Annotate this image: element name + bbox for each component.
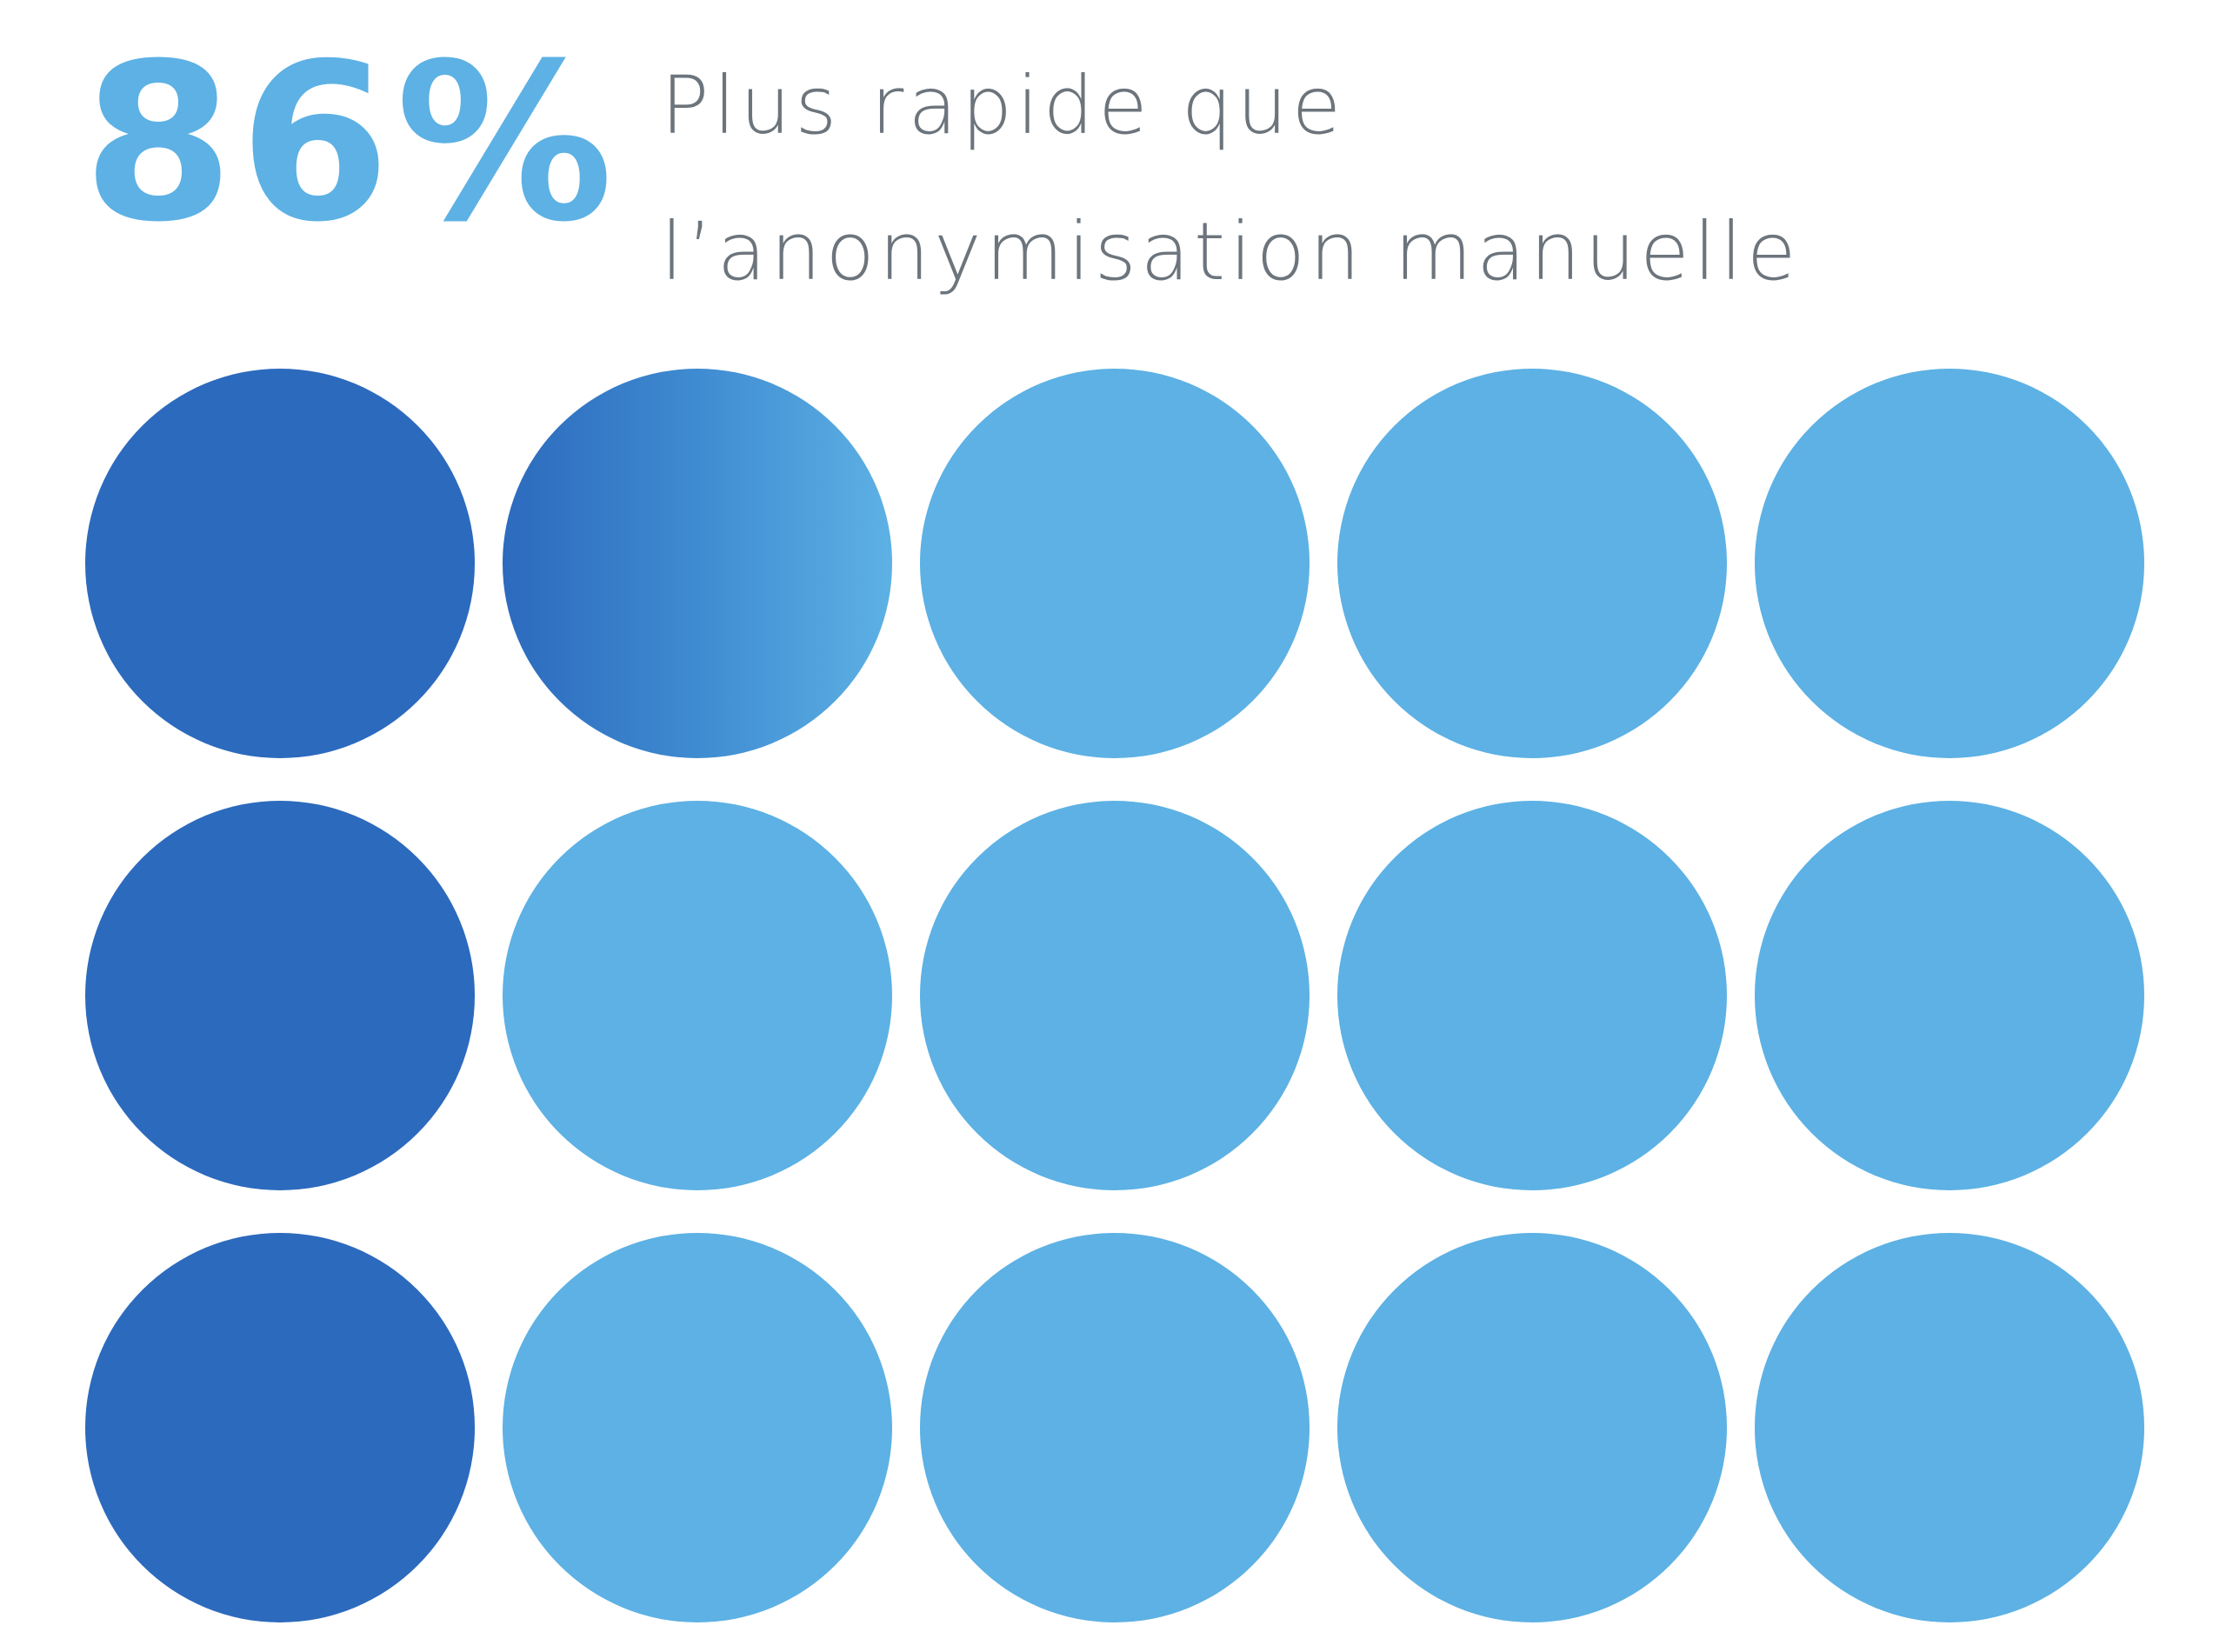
waffle-dot-empty [1755,801,2144,1190]
headline-percent: 86% [83,17,619,270]
waffle-dot-empty [920,801,1310,1190]
waffle-dot-empty [1755,1233,2144,1622]
waffle-marks [85,369,2144,1622]
waffle-dot-empty [920,369,1310,758]
waffle-dot-partial [503,369,892,758]
waffle-dot-empty [1337,801,1727,1190]
waffle-dot-empty [1337,1233,1727,1622]
waffle-dot-empty [1337,369,1727,758]
caption-line-1: Plus rapide que [661,59,1346,152]
waffle-dot-empty [1755,369,2144,758]
waffle-dot-filled [85,1233,475,1622]
waffle-dot-empty [503,1233,892,1622]
waffle-dot-filled [85,801,475,1190]
waffle-dot-filled [85,369,475,758]
headline-caption: Plus rapide que l’anonymisation manuelle [661,33,2191,325]
header: 86% Plus rapide que l’anonymisation manu… [0,0,2226,313]
waffle-dot-empty [503,801,892,1190]
waffle-dot-empty [920,1233,1310,1622]
caption-line-2: l’anonymisation manuelle [661,205,1801,298]
